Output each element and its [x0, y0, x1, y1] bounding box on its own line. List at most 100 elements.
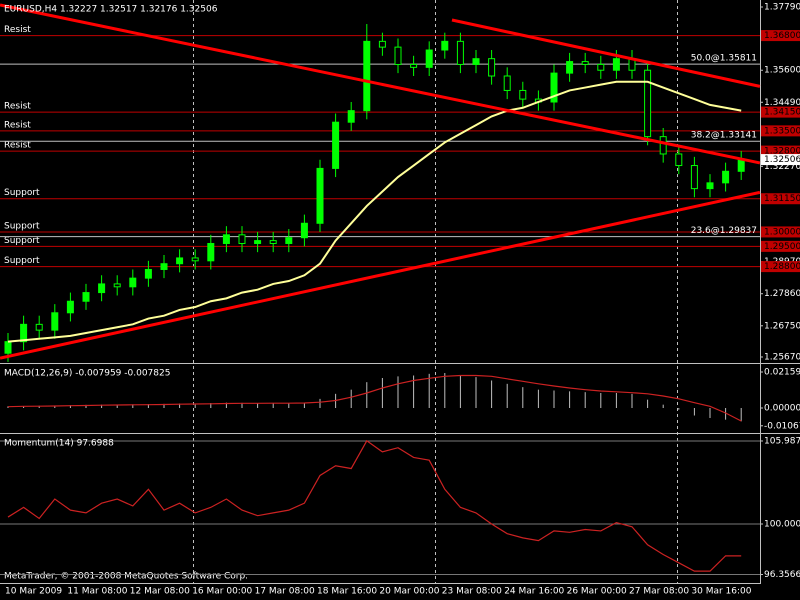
y-tick-label: 105.9875 [764, 436, 800, 446]
trendline [451, 18, 761, 88]
candle-body [441, 40, 449, 51]
candle-body [347, 110, 355, 123]
fib-label: 23.6@1.29837 [691, 226, 757, 236]
level-name: Resist [4, 120, 31, 130]
level-price-label: 1.28800 [764, 262, 800, 272]
candle-body [207, 242, 215, 262]
level-price-box [761, 145, 800, 157]
level-name: Resist [4, 25, 31, 35]
x-tick-label: 12 Mar 08:00 [130, 587, 190, 597]
candle-body [503, 75, 511, 91]
candle-body [378, 40, 386, 48]
x-tick-label: 23 Mar 08:00 [442, 587, 502, 597]
level-price-label: 1.32800 [764, 147, 800, 157]
candle-body [690, 165, 698, 190]
candle-body [129, 277, 137, 288]
x-tick-label: 20 Mar 00:00 [379, 587, 439, 597]
moving-average [7, 80, 742, 343]
candle-body [425, 49, 433, 68]
candle-body [222, 234, 230, 244]
y-tick-label: 1.37790 [764, 2, 800, 12]
level-price-label: 1.31150 [764, 194, 800, 204]
candle-body [160, 263, 168, 270]
x-tick-label: 11 Mar 08:00 [67, 587, 127, 597]
level-name: Support [4, 188, 40, 198]
current-price-box [761, 154, 800, 166]
level-name: Resist [4, 141, 31, 151]
panel-title: EURUSD,H4 1.32227 1.32517 1.32176 1.3250… [4, 5, 218, 15]
x-tick-label: 30 Mar 16:00 [691, 587, 751, 597]
candle-body [35, 323, 43, 331]
candle-body [254, 240, 262, 244]
level-name: Resist [4, 102, 31, 112]
candle-body [706, 182, 714, 190]
candle-body [519, 89, 527, 100]
y-tick-label: 0.021594 [764, 368, 800, 378]
candle-body [644, 69, 652, 138]
macd-signal [7, 374, 742, 422]
candle-body [82, 292, 90, 302]
y-tick-label: 0.000000 [764, 404, 800, 414]
candle-body [4, 341, 12, 354]
level-price-label: 1.30000 [764, 227, 800, 237]
candle-body [472, 58, 480, 65]
fib-label: 38.2@1.33141 [691, 131, 757, 141]
y-tick-label: 1.34490 [764, 98, 800, 108]
level-price-box [761, 261, 800, 273]
panel-title: MACD(12,26,9) -0.007959 -0.007825 [4, 369, 170, 379]
candle-body [566, 61, 574, 74]
candle-body [488, 58, 496, 77]
current-price-label: 1.32506 [764, 155, 800, 165]
candle-body [285, 237, 293, 244]
trendline [0, 190, 761, 360]
watermark: MetaTrader, © 2001-2008 MetaQuotes Softw… [4, 572, 248, 582]
candle-body [144, 268, 152, 279]
x-tick-label: 24 Mar 16:00 [504, 587, 564, 597]
x-tick-label: 17 Mar 08:00 [255, 587, 315, 597]
candle-body [238, 234, 246, 244]
candle-body [456, 40, 464, 65]
candle-body [332, 121, 340, 169]
y-tick-label: 1.35600 [764, 66, 800, 76]
candle-body [113, 283, 121, 288]
momentum-line [7, 439, 742, 572]
level-price-label: 1.36800 [764, 31, 800, 41]
candle-body [51, 312, 59, 331]
level-price-box [761, 30, 800, 42]
candle-body [316, 167, 324, 224]
candle-body [191, 257, 199, 262]
candle-body [737, 159, 745, 172]
level-price-box [761, 193, 800, 205]
x-tick-label: 10 Mar 2009 [5, 587, 62, 597]
level-name: Support [4, 236, 40, 246]
candle-body [659, 136, 667, 155]
level-price-label: 1.34150 [764, 108, 800, 118]
candle-body [176, 257, 184, 265]
candle-body [66, 300, 74, 314]
level-price-box [761, 240, 800, 252]
y-tick-label: 1.27860 [764, 289, 800, 299]
candle-body [675, 153, 683, 167]
x-tick-label: 27 Mar 08:00 [629, 587, 689, 597]
x-tick-label: 16 Mar 00:00 [192, 587, 252, 597]
panel-title: Momentum(14) 97.6988 [4, 439, 114, 449]
trendline [0, 3, 761, 165]
candle-body [300, 222, 308, 239]
candle-body [394, 46, 402, 65]
fib-label: 50.0@1.35811 [691, 54, 757, 64]
level-price-box [761, 125, 800, 137]
candle-body [597, 63, 605, 71]
y-tick-label: 1.25670 [764, 352, 800, 362]
candle-body [410, 63, 418, 68]
level-name: Support [4, 256, 40, 266]
y-tick-label: 100.0000 [764, 519, 800, 529]
level-price-label: 1.33500 [764, 126, 800, 136]
y-tick-label: 96.3566 [764, 570, 800, 580]
x-tick-label: 18 Mar 16:00 [317, 587, 377, 597]
candle-body [722, 170, 730, 184]
y-tick-label: 1.26750 [764, 321, 800, 331]
level-price-label: 1.29500 [764, 242, 800, 252]
candle-body [98, 283, 106, 294]
